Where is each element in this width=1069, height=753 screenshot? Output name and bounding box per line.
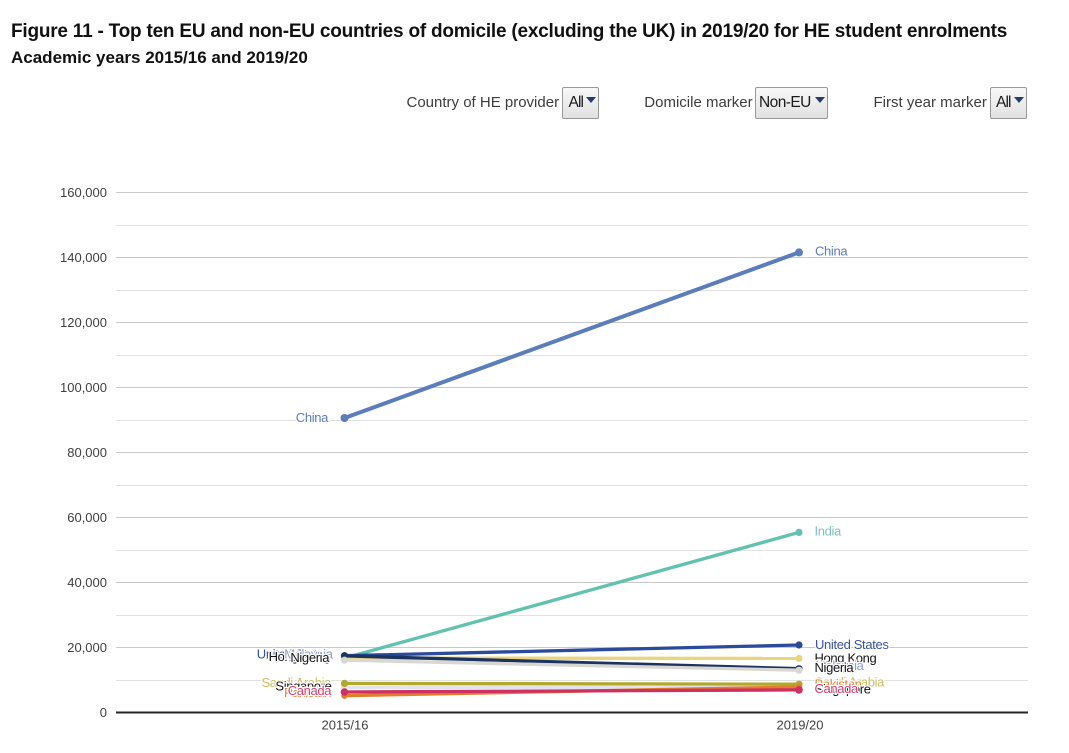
svg-text:Canada: Canada — [815, 681, 860, 696]
svg-text:80,000: 80,000 — [67, 445, 107, 460]
svg-text:Singapore: Singapore — [815, 682, 871, 697]
svg-text:Saudi Arabia: Saudi Arabia — [261, 675, 332, 690]
svg-text:Canada: Canada — [288, 683, 333, 698]
svg-text:Pakistan: Pakistan — [815, 676, 862, 691]
svg-text:China: China — [815, 244, 848, 259]
svg-text:Malaysia: Malaysia — [284, 647, 334, 662]
svg-text:60,000: 60,000 — [67, 510, 107, 525]
svg-text:2015/16: 2015/16 — [322, 718, 369, 733]
svg-text:Hong Kong: Hong Kong — [815, 651, 877, 666]
svg-text:India: India — [815, 523, 843, 538]
svg-text:2019/20: 2019/20 — [777, 718, 824, 733]
svg-text:Nigeria: Nigeria — [815, 660, 855, 675]
svg-text:20,000: 20,000 — [67, 640, 107, 655]
svg-text:United States: United States — [815, 637, 889, 652]
svg-text:Malaysia: Malaysia — [815, 658, 865, 673]
svg-text:160,000: 160,000 — [60, 185, 107, 200]
svg-text:United States: United States — [257, 647, 331, 662]
svg-text:0: 0 — [100, 705, 107, 720]
svg-text:Saudi Arabia: Saudi Arabia — [815, 674, 886, 689]
svg-text:40,000: 40,000 — [67, 575, 107, 590]
svg-text:120,000: 120,000 — [60, 315, 107, 330]
svg-text:140,000: 140,000 — [60, 250, 107, 265]
svg-text:China: China — [296, 410, 329, 425]
svg-text:Pakistan: Pakistan — [284, 685, 331, 700]
svg-text:Singapore: Singapore — [275, 678, 331, 693]
svg-text:Nigeria: Nigeria — [290, 650, 330, 665]
svg-text:100,000: 100,000 — [60, 380, 107, 395]
svg-text:Hong Kong: Hong Kong — [269, 649, 331, 664]
